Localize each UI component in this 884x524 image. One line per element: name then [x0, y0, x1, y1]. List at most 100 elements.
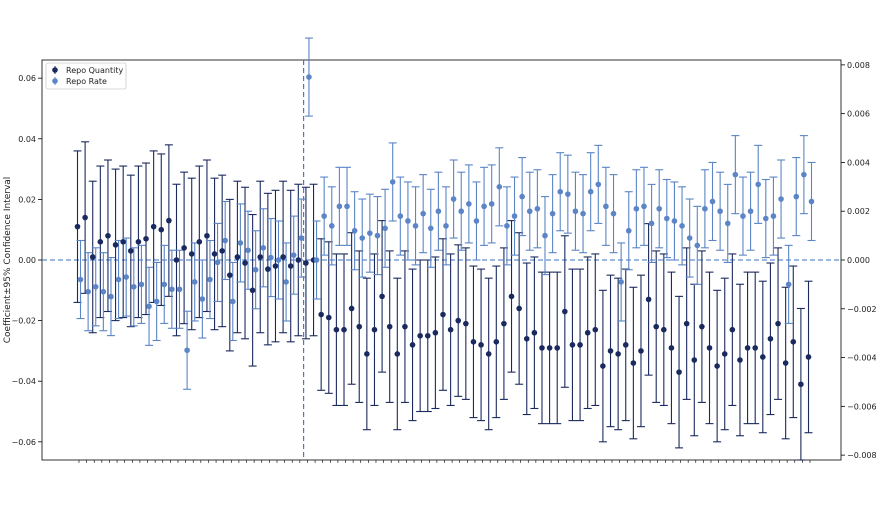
plot-frame — [41, 59, 842, 461]
point-repo-quantity — [128, 248, 134, 254]
point-repo-quantity — [805, 354, 812, 360]
point-repo-quantity — [798, 381, 804, 388]
left-tick-label: −0.04 — [11, 377, 36, 386]
point-repo-quantity — [600, 363, 606, 369]
point-repo-rate — [587, 188, 594, 195]
point-repo-rate — [374, 232, 381, 239]
point-repo-rate — [565, 191, 571, 197]
left-tick-label: 0.00 — [18, 256, 36, 265]
point-repo-quantity — [379, 293, 385, 300]
point-repo-rate — [169, 286, 175, 293]
right-tick-label: 0.000 — [847, 256, 870, 265]
point-repo-quantity — [501, 320, 507, 327]
point-repo-rate — [702, 205, 708, 212]
point-repo-quantity — [211, 251, 218, 257]
point-repo-quantity — [424, 332, 431, 339]
point-repo-quantity — [181, 245, 187, 251]
y-axis-label: Coefficient±95% Confidence Interval — [3, 177, 13, 344]
legend-item-repo-quantity: Repo Quantity — [52, 66, 123, 75]
point-repo-rate — [336, 203, 343, 210]
point-repo-rate — [435, 208, 442, 215]
point-repo-quantity — [440, 311, 446, 318]
point-repo-rate — [549, 210, 556, 217]
point-repo-quantity — [318, 311, 324, 318]
point-repo-rate — [648, 220, 655, 227]
point-repo-quantity — [272, 263, 279, 269]
point-repo-rate — [222, 237, 228, 244]
point-repo-quantity — [615, 351, 621, 357]
point-repo-rate — [153, 298, 160, 305]
point-repo-rate — [92, 284, 99, 290]
point-repo-quantity — [447, 326, 454, 333]
right-tick-label: 0.008 — [847, 61, 870, 70]
point-repo-rate — [405, 218, 411, 224]
point-repo-rate — [671, 218, 678, 224]
point-repo-rate — [481, 203, 487, 210]
point-repo-quantity — [234, 254, 241, 260]
point-repo-quantity — [607, 348, 614, 354]
legend-marker-repo-rate — [52, 78, 58, 84]
legend-label-repo-quantity: Repo Quantity — [66, 66, 123, 75]
point-repo-rate — [131, 284, 137, 290]
point-repo-rate — [679, 223, 685, 229]
point-repo-rate — [686, 235, 693, 241]
point-repo-quantity — [417, 332, 423, 339]
point-repo-rate — [793, 193, 800, 200]
point-repo-quantity — [752, 345, 758, 351]
point-repo-quantity — [242, 260, 248, 266]
point-repo-rate — [511, 213, 518, 219]
point-repo-quantity — [287, 263, 294, 269]
point-repo-quantity — [150, 223, 157, 230]
point-repo-rate — [572, 208, 579, 215]
point-repo-rate — [732, 171, 739, 178]
point-repo-rate — [420, 210, 426, 217]
point-repo-rate — [519, 193, 525, 200]
point-repo-quantity — [676, 369, 682, 375]
point-repo-quantity — [485, 351, 492, 357]
point-repo-quantity — [89, 254, 96, 260]
data-points — [74, 74, 815, 388]
point-repo-quantity — [592, 326, 599, 333]
point-repo-quantity — [166, 217, 172, 224]
point-repo-rate — [229, 298, 236, 305]
point-repo-quantity — [402, 323, 408, 330]
point-repo-rate — [237, 240, 244, 246]
point-repo-quantity — [333, 326, 340, 333]
right-tick-label: 0.002 — [847, 207, 870, 216]
point-repo-rate — [207, 276, 213, 283]
right-tick-label: 0.004 — [847, 158, 870, 167]
point-repo-rate — [123, 274, 129, 280]
point-repo-quantity — [74, 223, 81, 230]
point-repo-rate — [108, 293, 114, 300]
point-repo-rate — [344, 203, 350, 210]
point-repo-quantity — [295, 257, 302, 263]
point-repo-rate — [443, 223, 449, 229]
point-repo-rate — [321, 213, 327, 219]
point-repo-quantity — [97, 239, 104, 245]
point-repo-quantity — [112, 242, 119, 248]
right-tick-label: −0.008 — [847, 451, 877, 460]
point-repo-rate — [367, 230, 373, 236]
point-repo-quantity — [554, 345, 561, 351]
point-repo-rate — [351, 227, 358, 234]
left-tick-label: −0.06 — [11, 438, 36, 447]
point-repo-quantity — [767, 335, 774, 342]
point-repo-quantity — [348, 305, 355, 312]
point-repo-quantity — [204, 232, 210, 239]
point-repo-quantity — [386, 323, 393, 330]
point-repo-quantity — [257, 254, 264, 260]
point-repo-rate — [580, 210, 586, 217]
point-repo-quantity — [645, 296, 652, 303]
point-repo-quantity — [546, 345, 553, 351]
point-repo-quantity — [775, 320, 781, 327]
x-axis — [78, 460, 811, 463]
point-repo-quantity — [577, 342, 583, 348]
point-repo-quantity — [691, 357, 698, 363]
point-repo-rate — [161, 281, 168, 288]
point-repo-quantity — [303, 260, 309, 266]
point-repo-rate — [610, 210, 617, 217]
point-repo-rate — [709, 198, 716, 205]
point-repo-rate — [557, 188, 564, 195]
point-repo-rate — [694, 242, 701, 249]
